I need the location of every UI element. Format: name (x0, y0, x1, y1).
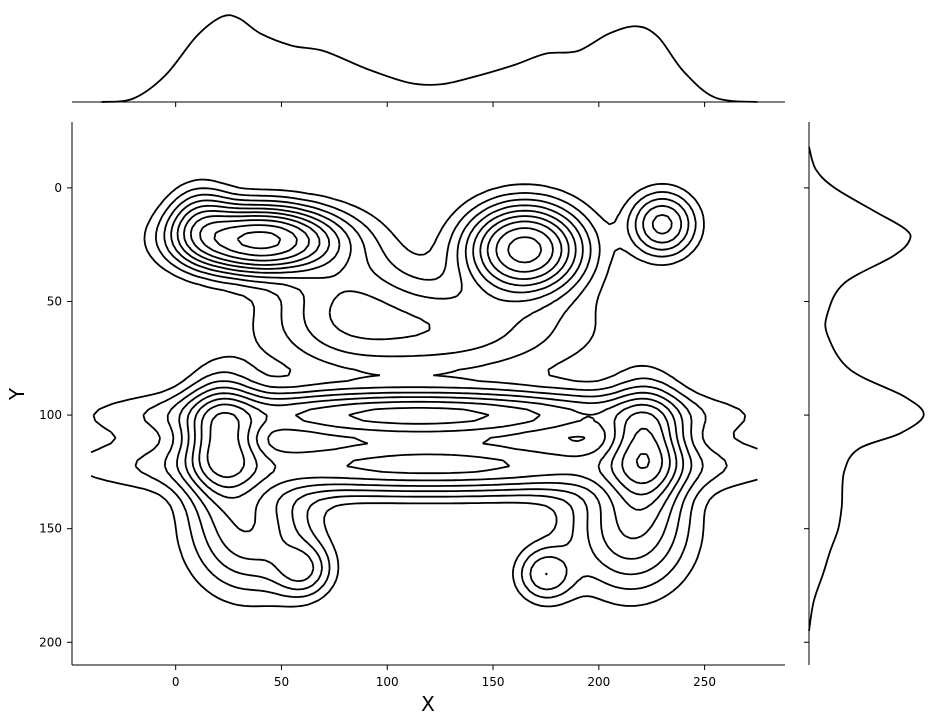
y-tick-label-2: 100 (39, 408, 62, 422)
y-tick-label-0: 0 (54, 181, 62, 195)
contour-level-2 (163, 193, 704, 591)
x-axis-title: X (421, 692, 435, 716)
y-tick-label-4: 200 (39, 635, 62, 649)
contour-level-4 (176, 204, 685, 540)
contour-level-8 (213, 224, 651, 470)
marginal-y-axes (804, 122, 925, 665)
marginal-x-axes (72, 14, 785, 107)
x-tick-label-5: 250 (693, 675, 716, 689)
y-tick-label-1: 50 (47, 294, 62, 308)
y-ticks: 0 50 100 150 200 (39, 181, 72, 649)
x-tick-label-2: 100 (376, 675, 399, 689)
contour-lines (90, 178, 758, 608)
marginal-x-density (101, 14, 758, 103)
x-ticks: 0 50 100 150 200 250 (172, 665, 716, 689)
x-tick-label-3: 150 (482, 675, 505, 689)
contour-level-5 (183, 210, 678, 511)
y-axis-title: Y (5, 387, 29, 401)
contour-level-3 (170, 199, 693, 582)
joint-axes (71, 122, 785, 666)
x-tick-label-1: 50 (274, 675, 289, 689)
contour-level-0 (90, 178, 758, 608)
x-tick-label-0: 0 (172, 675, 180, 689)
contour-level-6 (189, 215, 671, 496)
contour-level-1 (134, 187, 728, 599)
y-tick-label-3: 150 (39, 522, 62, 536)
contour-level-9 (236, 231, 282, 250)
contour-level-7 (199, 219, 664, 485)
x-tick-label-4: 200 (587, 675, 610, 689)
marginal-y-density (808, 146, 925, 632)
